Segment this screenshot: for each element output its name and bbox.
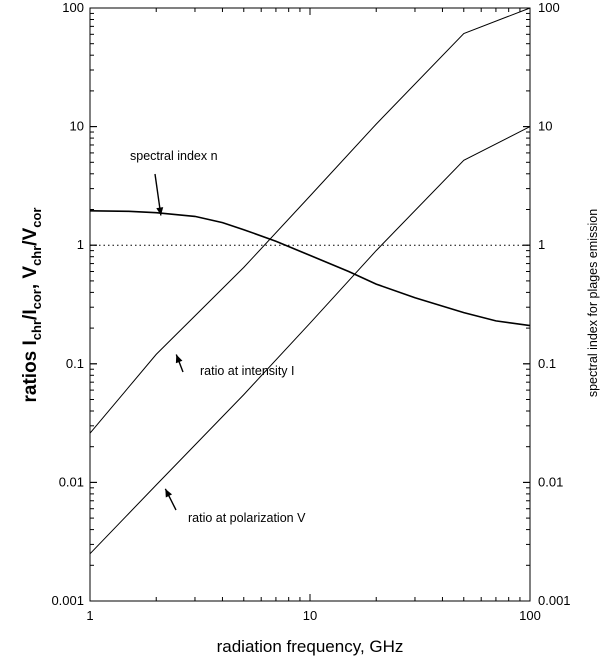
y-axis-label-sub: chr: [29, 320, 44, 340]
y-tick-label: 1: [77, 237, 84, 252]
y2-tick-label: 10: [538, 119, 552, 134]
annotations: spectral index n ratio at intensity I rati…: [130, 149, 306, 525]
annotation-arrow-head: [175, 354, 183, 364]
y-axis-label-sub: cor: [29, 208, 44, 228]
y-axis-label-part: , V: [20, 266, 41, 290]
x-tick-label: 100: [519, 608, 541, 623]
annotation-arrow-head: [165, 488, 173, 498]
plot-frame: [89, 7, 531, 602]
right-axis-label: spectral index for plages emission: [586, 209, 600, 397]
y2-tick-label: 0.001: [538, 593, 571, 608]
y-axis-label: ratios Ichr/Icor, Vchr/Vcor: [20, 208, 44, 403]
y2-tick-label: 1: [538, 237, 545, 252]
y-tick-label: 100: [62, 0, 84, 15]
y-tick-label: 0.001: [51, 593, 84, 608]
y-axis-label-sub: chr: [29, 246, 44, 266]
y-tick-label: 0.01: [59, 474, 84, 489]
y2-tick-label: 0.01: [538, 474, 563, 489]
intensity-ratio-line: [89, 7, 531, 434]
annotation-label: spectral index n: [130, 149, 218, 163]
polarization-ratio-line: [89, 126, 531, 555]
y2-tick-label: 100: [538, 0, 560, 15]
x-tick-label: 1: [86, 608, 93, 623]
y-axis-label-sub: cor: [29, 289, 44, 309]
y-axis-label-part: ratios I: [20, 340, 41, 402]
y-tick-label: 10: [70, 119, 84, 134]
x-axis-label: radiation frequency, GHz: [217, 637, 404, 656]
annotation-arrow-head: [156, 207, 164, 216]
spectral-index-line: [89, 210, 531, 327]
annotation-label: ratio at polarization V: [188, 511, 306, 525]
y2-tick-label: 0.1: [538, 356, 556, 371]
annotation-label: ratio at intensity I: [200, 364, 295, 378]
y-axis-label-part: /I: [20, 309, 41, 320]
x-tick-label: 10: [303, 608, 317, 623]
y-axis-label-part: /V: [20, 227, 41, 245]
series-group: [89, 7, 531, 555]
y-tick-label: 0.1: [66, 356, 84, 371]
